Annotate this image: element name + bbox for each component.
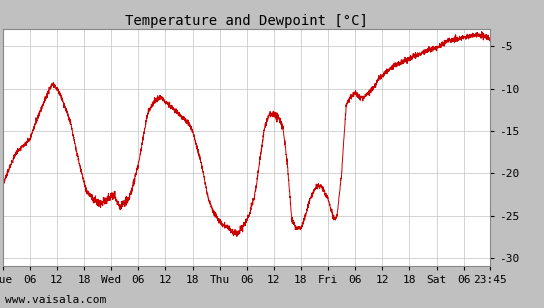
Title: Temperature and Dewpoint [°C]: Temperature and Dewpoint [°C] xyxy=(125,14,368,28)
Text: www.vaisala.com: www.vaisala.com xyxy=(5,295,107,305)
